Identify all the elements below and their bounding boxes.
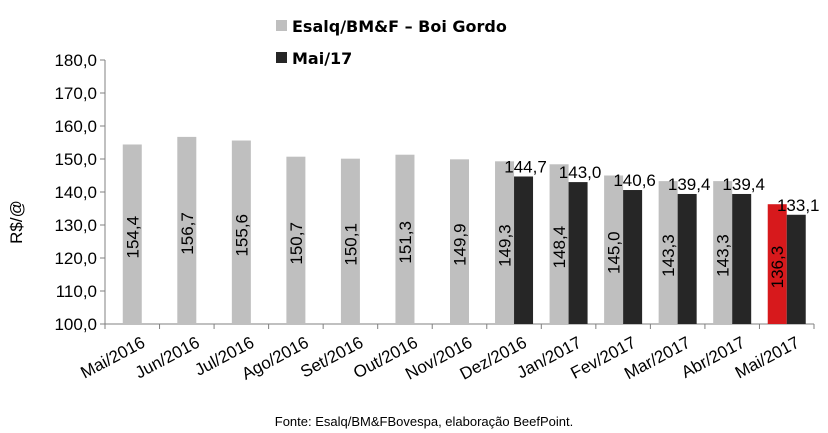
data-label-boi-gordo: 145,0: [605, 231, 624, 274]
data-label-mai17: 139,4: [668, 175, 711, 194]
bar-boi-gordo: [495, 161, 515, 324]
bar-boi-gordo: [767, 204, 787, 324]
y-tick-label: 110,0: [56, 282, 97, 301]
y-tick-label: 180,0: [54, 51, 97, 70]
plot-area: 100,0 110,0 120,0 130,0 140,0 150,0 160,0 170,0…: [54, 51, 819, 384]
data-label-boi-gordo: 150,7: [287, 222, 306, 265]
bar-boi-gordo: [340, 158, 360, 324]
data-label-boi-gordo: 143,3: [714, 234, 733, 277]
y-tick-label: 150,0: [54, 150, 97, 169]
bar-boi-gordo: [286, 156, 306, 324]
data-label-boi-gordo: 148,4: [550, 226, 569, 269]
bar-boi-gordo: [450, 159, 469, 324]
y-tick-label: 140,0: [54, 183, 97, 202]
source-note: Fonte: Esalq/BM&FBovespa, elaboração Bee…: [275, 414, 573, 429]
bar-boi-gordo: [395, 154, 415, 324]
data-label-mai17: 140,6: [613, 171, 656, 190]
data-label-boi-gordo: 156,7: [178, 212, 197, 255]
bar-boi-gordo: [549, 164, 569, 324]
legend: Esalq/BM&F – Boi Gordo Mai/17: [276, 17, 507, 68]
y-tick-label: 120,0: [54, 249, 97, 268]
data-label-mai17: 144,7: [504, 157, 547, 176]
y-tick-label: 170,0: [54, 84, 97, 103]
bar-boi-gordo: [604, 175, 624, 324]
data-label-boi-gordo: 149,3: [496, 224, 515, 267]
bar-mai17: [514, 176, 534, 324]
data-label-mai17: 143,0: [559, 163, 602, 182]
y-axis-label: R$/@: [7, 200, 26, 244]
y-tick-label: 160,0: [54, 117, 97, 136]
data-label-boi-gordo: 136,3: [768, 246, 787, 289]
data-label-boi-gordo: 151,3: [396, 221, 415, 264]
bar-mai17: [786, 214, 806, 324]
data-label-boi-gordo: 143,3: [659, 234, 678, 277]
bar-mai17: [732, 193, 752, 324]
y-tick-label: 130,0: [54, 216, 97, 235]
data-label-boi-gordo: 150,1: [341, 223, 360, 266]
y-tick-label: 100,0: [54, 315, 97, 334]
data-label-boi-gordo: 154,4: [123, 216, 142, 259]
bar-boi-gordo: [122, 144, 142, 324]
legend-label-mai17: Mai/17: [292, 49, 352, 68]
data-label-mai17: 133,1: [777, 196, 820, 215]
bar-boi-gordo: [658, 181, 678, 324]
bar-boi-gordo: [231, 140, 251, 324]
bar-boi-gordo: [177, 136, 197, 324]
legend-swatch-mai17: [276, 52, 287, 63]
bar-mai17: [677, 193, 697, 324]
legend-swatch-boi-gordo: [276, 20, 287, 31]
legend-label-boi-gordo: Esalq/BM&F – Boi Gordo: [292, 17, 507, 36]
bar-boi-gordo: [713, 181, 733, 324]
data-label-boi-gordo: 155,6: [232, 214, 251, 257]
data-label-mai17: 139,4: [722, 175, 765, 194]
bar-mai17: [568, 182, 588, 324]
data-label-boi-gordo: 149,9: [451, 223, 470, 266]
bar-mai17: [623, 190, 643, 324]
